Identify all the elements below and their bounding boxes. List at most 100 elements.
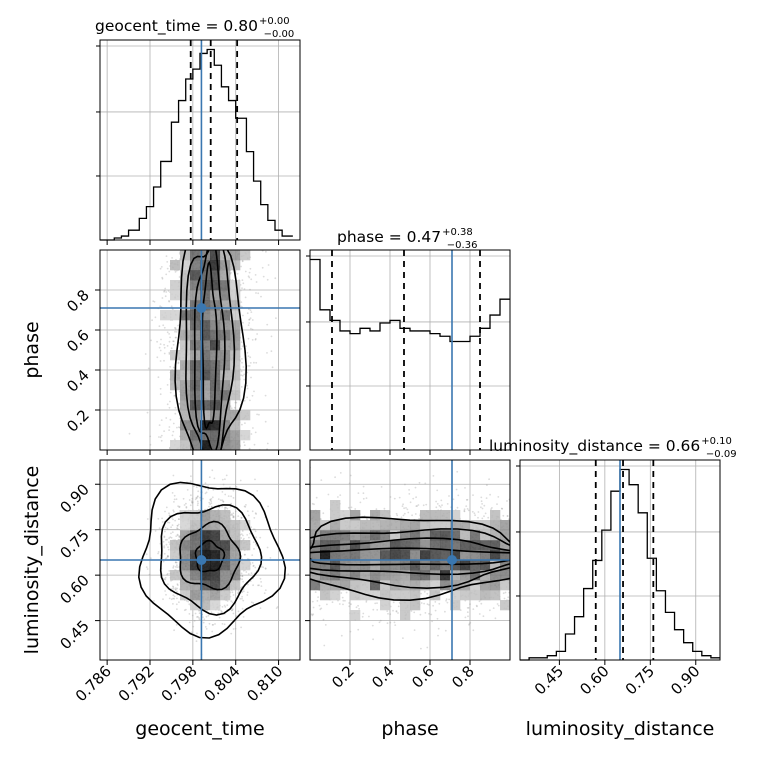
sample-point [160,338,162,341]
sample-point [266,546,269,549]
sample-point [247,573,250,575]
sample-point [243,505,246,508]
sample-point [174,589,177,591]
sample-point [166,527,169,530]
sample-point [168,429,171,431]
sample-point [240,386,243,388]
sample-point [207,488,210,491]
sample-point [191,497,194,500]
y-tick-label: 0.90 [56,480,92,516]
sample-point [174,561,177,564]
sample-point [166,538,168,541]
sample-point [266,442,269,445]
sample-point [197,615,199,618]
density-cell [170,280,181,291]
sample-point [247,365,250,367]
density-cell [210,290,221,301]
sample-point [189,504,192,507]
sample-point [145,553,148,556]
sample-point [196,500,199,503]
sample-point [232,512,235,515]
sample-point [242,314,244,317]
sample-point [211,624,214,626]
sample-point [245,504,247,506]
sample-point [172,587,175,590]
sample-point [223,604,226,607]
sample-point [176,564,178,567]
sample-point [243,441,245,444]
sample-point [176,583,179,586]
sample-point [177,523,180,526]
sample-point [250,327,252,330]
sample-point [240,341,243,343]
sample-point [170,598,173,601]
density-cell [190,270,201,281]
sample-point [244,506,247,508]
sample-point [195,640,198,643]
sample-point [251,510,254,513]
panel-frame [309,249,511,451]
density-cell [170,310,181,321]
sample-point [245,345,247,348]
sample-point [174,587,177,589]
sample-point [248,447,251,450]
sample-point [194,498,197,501]
sample-point [240,370,243,373]
sample-point [164,530,166,533]
density-cell [220,270,231,281]
sample-point [165,291,168,293]
sample-point [248,318,251,321]
sample-point [232,497,235,499]
y-tick-label: 0.6 [63,326,93,356]
sample-point [264,567,267,570]
sample-point [241,287,243,290]
density-cell [200,340,211,351]
sample-point [246,387,249,390]
sample-point [160,434,163,437]
sample-point [242,366,245,368]
sample-point [230,407,233,410]
sample-point [168,512,170,515]
sample-point [234,627,237,630]
sample-point [163,536,166,539]
sample-point [154,316,157,319]
sample-point [214,453,216,455]
sample-point [212,623,215,626]
sample-point [246,534,249,536]
sample-point [243,288,246,290]
sample-point [152,300,155,302]
density-cell [210,350,221,361]
sample-point [251,394,254,397]
sample-point [178,518,180,520]
sample-point [243,537,245,540]
density-cell [230,320,241,331]
sample-point [178,601,180,604]
x-tick-label: 0.804 [200,662,243,705]
sample-point [246,351,249,354]
sample-point [220,609,223,612]
sample-point [168,333,171,335]
sample-point [185,506,188,509]
density-cell [200,380,211,391]
density-cell [220,370,231,381]
sample-point [156,340,159,343]
sample-point [260,295,262,298]
sample-point [260,581,262,583]
density-cell [210,330,221,341]
density-cell [220,310,231,321]
sample-point [170,532,172,535]
sample-point [221,606,224,608]
sample-point [172,343,175,346]
density-cell [230,310,241,321]
sample-point [161,297,164,299]
sample-point [250,601,253,604]
density-cell [230,350,241,361]
sample-point [183,609,186,612]
sample-point [264,394,267,397]
sample-point [254,530,257,533]
sample-point [208,505,210,508]
density-cell [170,440,181,450]
sample-point [173,629,176,632]
sample-point [178,402,181,405]
sample-point [167,546,169,549]
